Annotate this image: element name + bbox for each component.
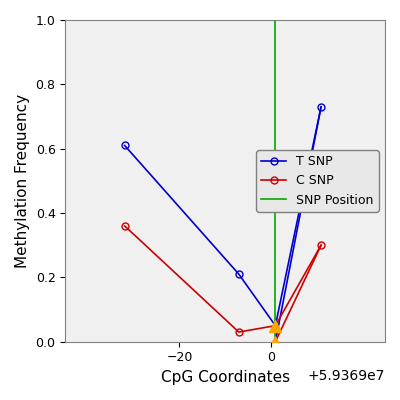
- X-axis label: CpG Coordinates: CpG Coordinates: [160, 370, 290, 385]
- Legend: T SNP, C SNP, SNP Position: T SNP, C SNP, SNP Position: [256, 150, 379, 212]
- Y-axis label: Methylation Frequency: Methylation Frequency: [15, 94, 30, 268]
